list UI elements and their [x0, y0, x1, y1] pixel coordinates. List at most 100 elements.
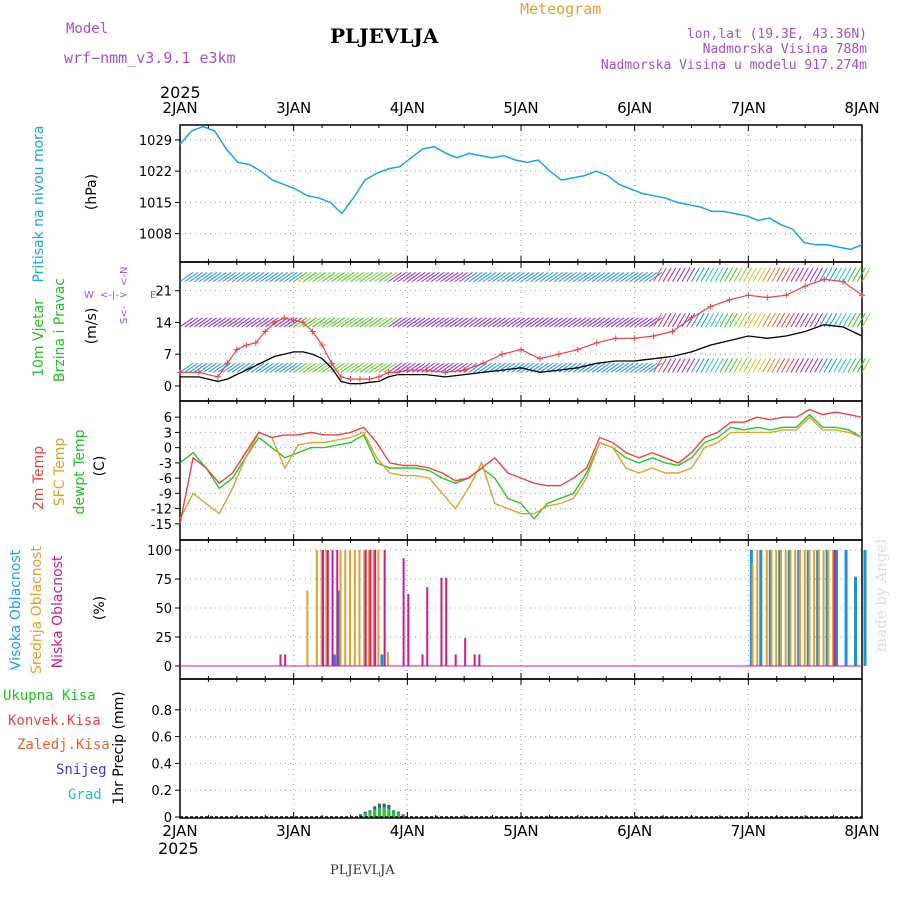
wind-gust-marker — [385, 369, 392, 376]
sfc-temp-line — [179, 416, 863, 520]
wind-barb — [198, 317, 213, 328]
wind-barb — [373, 272, 388, 283]
wind-barb — [691, 312, 700, 328]
wind-barb — [790, 312, 800, 328]
wind-barb — [279, 362, 293, 373]
wind-barb — [861, 312, 871, 328]
wind-barb — [714, 312, 724, 328]
wind-gust-marker — [480, 360, 487, 367]
wind-barb — [184, 317, 199, 328]
cloud-bar — [794, 550, 797, 666]
wind-barb — [364, 272, 379, 283]
wind-barb — [193, 317, 208, 328]
wind-barb — [549, 272, 563, 283]
wind-barb — [743, 312, 753, 328]
wind-barb — [231, 362, 246, 373]
cloud-bar — [784, 550, 787, 666]
cloud-bar — [808, 550, 811, 666]
precip-legend-grad: Grad — [68, 787, 102, 803]
wind-barb — [506, 272, 521, 283]
wind-barb — [435, 362, 450, 373]
cloud-bar — [798, 550, 801, 666]
cloud-bar — [832, 550, 835, 666]
y-tick-label: 0.2 — [151, 784, 172, 799]
wind-gust-marker — [669, 328, 676, 335]
wind-barb — [624, 272, 639, 283]
wind-barb — [217, 317, 232, 328]
wind-barb — [416, 317, 431, 328]
wind-barb — [837, 267, 847, 282]
wind-gust-marker — [555, 351, 562, 358]
wind-gust-marker — [366, 376, 373, 383]
wind-barb — [520, 362, 535, 373]
wind-barb — [747, 312, 757, 328]
wind-barb — [695, 312, 705, 328]
cloud-bar — [827, 550, 830, 666]
wind-barb — [799, 358, 809, 373]
wind-gust-marker — [262, 328, 269, 335]
wind-barb — [662, 358, 672, 373]
wind-barb — [416, 272, 431, 283]
wind-barb — [421, 272, 435, 283]
wind-barb — [283, 272, 298, 283]
wind-barb — [449, 362, 464, 373]
wind-barb — [833, 267, 843, 282]
wind-barb — [809, 358, 819, 373]
wind-barb — [274, 317, 289, 328]
wind-barb — [288, 317, 303, 328]
cloud-bar — [363, 550, 366, 666]
wind-barb — [317, 272, 331, 283]
wind-barb — [515, 272, 530, 283]
wind-barb — [691, 358, 700, 373]
wind-barb — [525, 317, 540, 328]
wind-unit: (m/s) — [84, 308, 100, 345]
wind-barb — [227, 272, 241, 283]
wind-barb — [534, 272, 549, 283]
altitude-label: Nadmorska Visina 788m — [703, 42, 868, 57]
wind-barb — [814, 267, 824, 282]
x-label-bottom: 4JAN — [390, 822, 425, 840]
wind-barb — [818, 358, 828, 373]
wind-barb — [208, 272, 222, 283]
wind-barb — [250, 362, 265, 373]
dewpt-title: dewpt Temp — [72, 429, 88, 514]
wind-barb — [620, 317, 634, 328]
wind-barb — [738, 267, 748, 282]
wind-barb — [463, 317, 478, 328]
wind-barb — [539, 317, 554, 328]
cloud-bar — [813, 550, 816, 666]
cloud-bar — [445, 577, 448, 666]
wind-barb — [487, 317, 502, 328]
wind-gust-marker — [764, 294, 771, 301]
wind-gust-marker — [707, 303, 714, 310]
wind-barb — [383, 317, 398, 328]
wind-gust-marker — [214, 373, 221, 380]
wind-gust-marker — [300, 319, 307, 326]
wind-barb — [336, 317, 350, 328]
y-tick-label: 50 — [155, 602, 172, 617]
precip-legend-conv: Konvek.Kisa — [8, 713, 101, 729]
cloud-bar — [778, 550, 782, 666]
footer-station: PLJEVLJA — [330, 863, 395, 878]
cloud-bar — [756, 550, 759, 666]
wind-barb — [425, 272, 440, 283]
wind-barb — [189, 272, 203, 283]
wind-barb — [563, 317, 578, 328]
wind-barb — [643, 272, 658, 283]
wind-barb — [435, 317, 450, 328]
wind-barb — [705, 358, 715, 373]
wind-barb — [833, 312, 843, 328]
wind-barb — [350, 272, 364, 283]
wind-barb — [421, 317, 435, 328]
cloud-bar — [844, 550, 848, 666]
precip-legend-snow: Snijeg — [56, 762, 107, 778]
wind-barb — [359, 362, 374, 373]
wind-barb — [411, 362, 426, 373]
wind-gust-marker — [224, 360, 231, 367]
wind-legend-s: S<- — [119, 305, 130, 324]
wind-barb — [383, 362, 398, 373]
wind-barb — [302, 272, 317, 283]
wind-barb — [378, 362, 393, 373]
wind-gust-marker — [177, 369, 183, 376]
cloud-bar — [369, 550, 372, 666]
